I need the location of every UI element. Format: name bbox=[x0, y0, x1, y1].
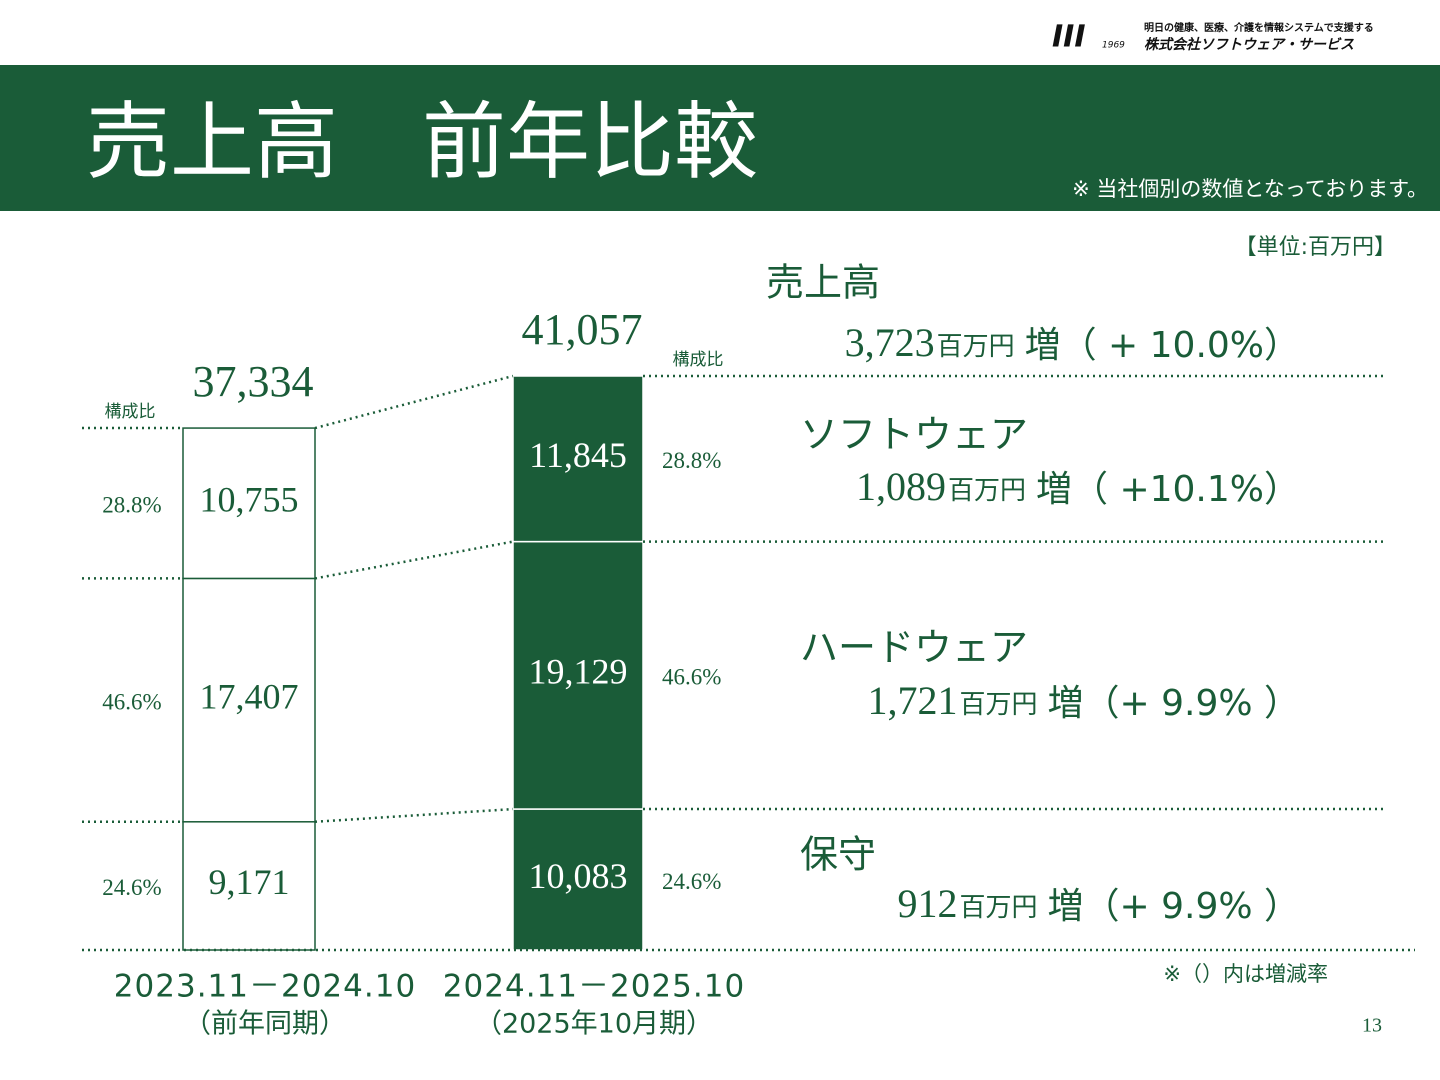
change-line: 3,723百万円 増（ + 10.0%） bbox=[845, 320, 1300, 366]
total-label: 41,057 bbox=[522, 305, 643, 354]
bar-segment bbox=[512, 540, 644, 810]
unit-label: 【単位:百万円】 bbox=[1235, 235, 1396, 260]
title-band bbox=[0, 65, 1440, 211]
segment-name: 売上高 bbox=[766, 261, 880, 305]
value-label: 9,171 bbox=[209, 862, 290, 902]
x-tick-note: （前年同期） bbox=[184, 1009, 346, 1040]
share-heading: 構成比 bbox=[105, 402, 156, 422]
logo-tagline: 明日の健康、医療、介護を情報システムで支援する bbox=[1144, 21, 1374, 34]
change-amount: 3,723 bbox=[845, 320, 935, 365]
connector-line bbox=[314, 540, 514, 580]
segment-name: 保守 bbox=[800, 833, 876, 877]
change-line: 1,721百万円 増（+ 9.9% ） bbox=[867, 678, 1300, 724]
change-line: 1,089百万円 増（ +10.1%） bbox=[856, 464, 1300, 510]
value-label: 11,845 bbox=[529, 435, 627, 475]
bar-segment bbox=[182, 821, 316, 951]
bar-segment bbox=[182, 427, 316, 580]
share-label: 28.8% bbox=[662, 448, 721, 473]
logo-mark: III bbox=[1052, 20, 1086, 55]
share-heading: 構成比 bbox=[673, 350, 724, 370]
value-label: 19,129 bbox=[529, 652, 628, 692]
change-unit: 百万円 bbox=[959, 690, 1037, 720]
footnote: ※（）内は増減率 bbox=[1163, 962, 1328, 986]
change-text: 増（ + 10.0%） bbox=[1025, 325, 1300, 366]
change-unit: 百万円 bbox=[959, 893, 1037, 923]
x-tick-label: 2024.11－2025.10 bbox=[443, 969, 745, 1005]
share-label: 28.8% bbox=[102, 493, 161, 518]
page-number: 13 bbox=[1362, 1015, 1382, 1037]
change-amount: 912 bbox=[897, 881, 957, 926]
x-tick-note: （2025年10月期） bbox=[475, 1009, 713, 1040]
bar-segment bbox=[512, 375, 644, 543]
change-amount: 1,089 bbox=[856, 464, 946, 509]
slide-title: 売上高 前年比較 bbox=[86, 93, 758, 191]
share-label: 24.6% bbox=[662, 869, 721, 894]
segment-name: ハードウェア bbox=[800, 626, 1028, 670]
bar-segment bbox=[512, 808, 644, 951]
logo-year: 1969 bbox=[1102, 41, 1125, 51]
change-text: 増（+ 9.9% ） bbox=[1047, 886, 1300, 927]
share-label: 46.6% bbox=[102, 689, 161, 714]
change-text: 増（ +10.1%） bbox=[1036, 469, 1300, 510]
header-note: ※ 当社個別の数値となっております。 bbox=[1072, 177, 1428, 201]
segment-name: ソフトウェア bbox=[800, 413, 1028, 457]
value-label: 10,083 bbox=[529, 856, 628, 896]
change-line: 912百万円 増（+ 9.9% ） bbox=[897, 881, 1300, 927]
share-label: 46.6% bbox=[662, 665, 721, 690]
value-label: 17,407 bbox=[200, 676, 299, 716]
change-unit: 百万円 bbox=[937, 332, 1015, 362]
x-tick-label: 2023.11－2024.10 bbox=[114, 969, 416, 1005]
change-amount: 1,721 bbox=[867, 678, 957, 723]
connector-line bbox=[314, 807, 514, 824]
value-label: 10,755 bbox=[200, 480, 299, 520]
change-text: 増（+ 9.9% ） bbox=[1047, 683, 1300, 724]
connector-line bbox=[314, 374, 514, 430]
total-label: 37,334 bbox=[193, 357, 314, 406]
share-label: 24.6% bbox=[102, 875, 161, 900]
change-unit: 百万円 bbox=[948, 476, 1026, 506]
logo-company: 株式会社ソフトウェア・サービス bbox=[1144, 36, 1354, 53]
